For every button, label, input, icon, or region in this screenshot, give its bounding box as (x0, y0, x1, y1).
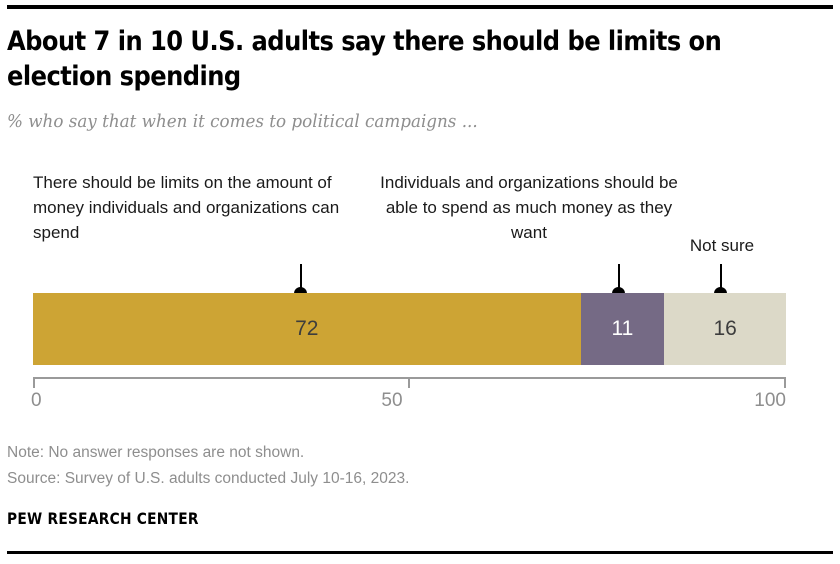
brand-footer: PEW RESEARCH CENTER (7, 509, 199, 528)
callout-label-unlimited: Individuals and organizations should be … (380, 173, 678, 242)
bottom-divider-rule (7, 551, 833, 554)
top-divider-rule (7, 5, 833, 9)
axis-label-0: 0 (31, 390, 42, 411)
axis-label-50: 50 (381, 390, 403, 411)
chart-notes: Note: No answer responses are not shown.… (7, 440, 807, 492)
leader-line-unlimited (618, 264, 620, 289)
page-title: About 7 in 10 U.S. adults say there shou… (7, 26, 722, 92)
axis-tick-50 (408, 379, 410, 388)
bar-value-unlimited: 11 (611, 317, 634, 340)
chart-subtitle: % who say that when it comes to politica… (7, 111, 478, 132)
bar-value-limits: 72 (295, 317, 319, 340)
axis-tick-100 (784, 379, 786, 388)
bar-segment-limits: 72 (33, 293, 581, 365)
bar-value-not-sure: 16 (713, 317, 737, 340)
axis-label-100: 100 (754, 390, 786, 411)
source-text: Source: Survey of U.S. adults conducted … (7, 470, 410, 487)
stacked-bar: 72 11 16 (33, 293, 786, 365)
bar-segment-unlimited: 11 (580, 293, 665, 365)
callout-label-limits: There should be limits on the amount of … (33, 173, 340, 242)
leader-line-not-sure (720, 264, 722, 289)
callout-label-not-sure: Not sure (689, 236, 755, 255)
axis-tick-0 (33, 379, 35, 388)
bar-segment-not-sure: 16 (664, 293, 786, 365)
note-text: Note: No answer responses are not shown. (7, 444, 305, 461)
leader-line-limits (300, 264, 302, 289)
x-axis (33, 377, 786, 388)
